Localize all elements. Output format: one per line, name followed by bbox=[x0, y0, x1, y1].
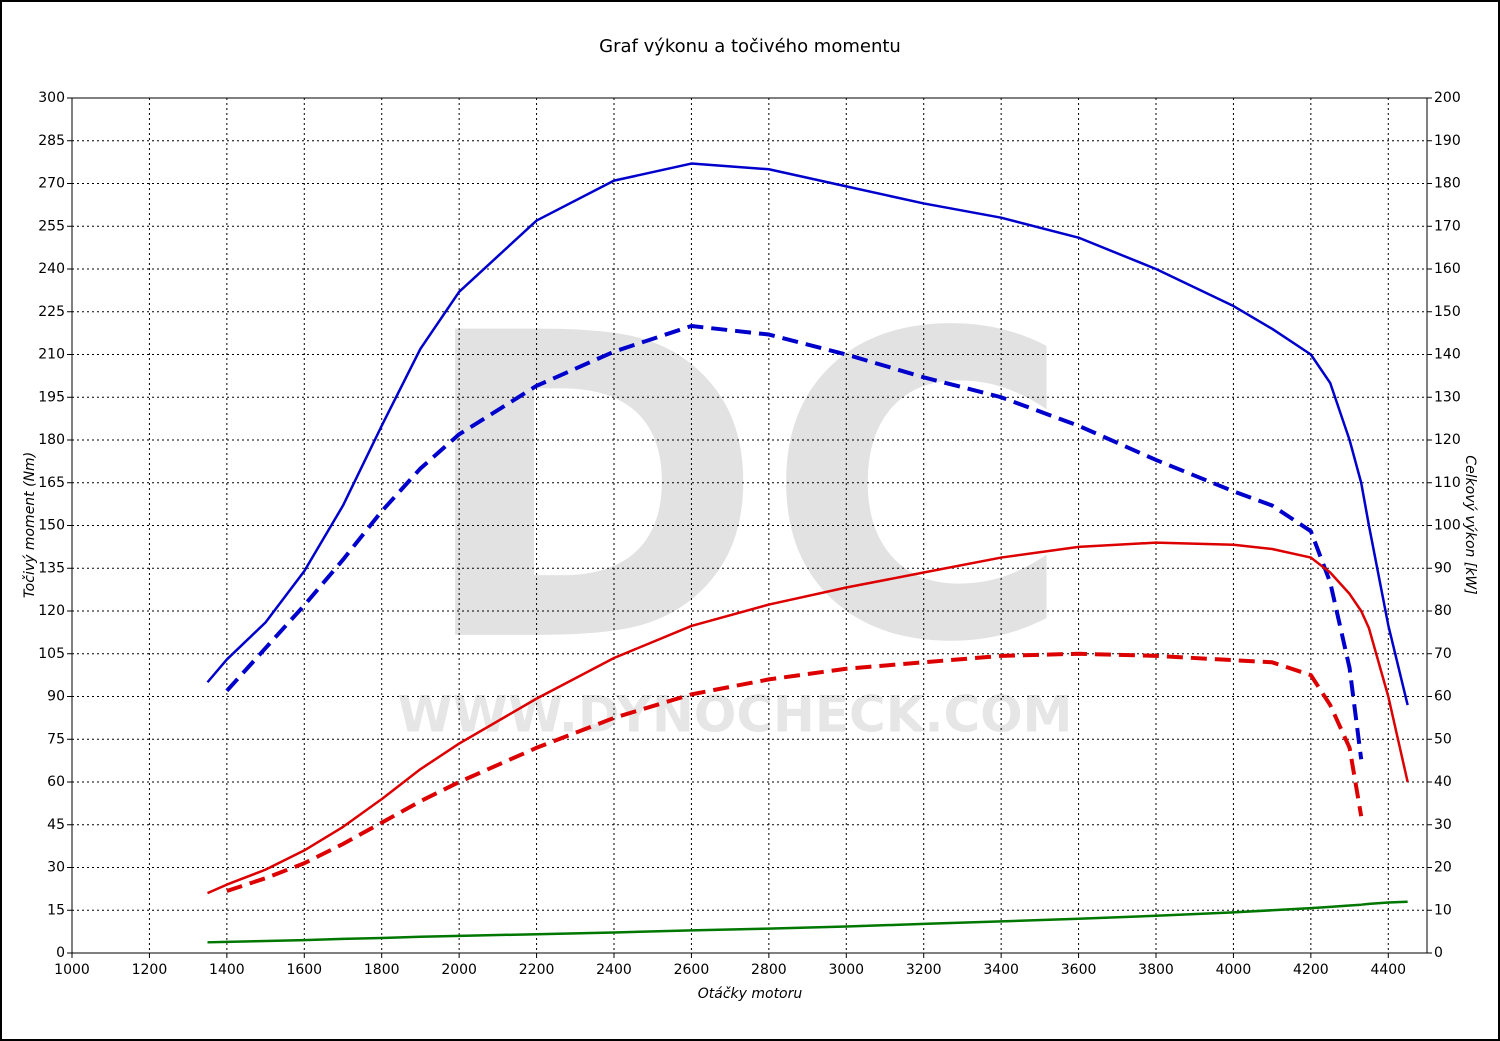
y-tick-label: 300 bbox=[38, 90, 65, 106]
series-line bbox=[207, 900, 1408, 944]
chart-title: Graf výkonu a točivého momentu bbox=[599, 36, 901, 57]
y-tick-label: 210 bbox=[38, 347, 65, 363]
y2-tick-label: 110 bbox=[1434, 475, 1461, 491]
y-tick-label: 135 bbox=[38, 560, 65, 576]
y2-tick-label: 50 bbox=[1434, 731, 1452, 747]
y2-tick-label: 200 bbox=[1434, 90, 1461, 106]
y-tick-label: 225 bbox=[38, 304, 65, 320]
y2-tick-label: 150 bbox=[1434, 304, 1461, 320]
y2-tick-label: 130 bbox=[1434, 389, 1461, 405]
watermark-logo: DC bbox=[417, 246, 1074, 735]
y2-tick-label: 60 bbox=[1434, 689, 1452, 705]
series-line bbox=[206, 541, 1409, 895]
x-tick-label: 1000 bbox=[54, 962, 90, 978]
x-tick-label: 2600 bbox=[674, 962, 710, 978]
y2-tick-label: 170 bbox=[1434, 218, 1461, 234]
x-tick-label: 3400 bbox=[983, 962, 1019, 978]
x-tick-label: 1800 bbox=[364, 962, 400, 978]
y-tick-label: 45 bbox=[47, 817, 65, 833]
x-tick-label: 3200 bbox=[906, 962, 942, 978]
y2-tick-label: 40 bbox=[1434, 774, 1452, 790]
y-tick-label: 60 bbox=[47, 774, 65, 790]
y2-tick-label: 100 bbox=[1434, 518, 1461, 534]
x-tick-label: 2800 bbox=[751, 962, 787, 978]
x-tick-label: 4200 bbox=[1293, 962, 1329, 978]
watermark-url: WWW.DYNOCHECK.COM bbox=[398, 686, 1073, 744]
y-tick-label: 165 bbox=[38, 475, 65, 491]
y-tick-label: 285 bbox=[38, 133, 65, 149]
y2-tick-label: 120 bbox=[1434, 432, 1461, 448]
y-axis-title: Točivý moment (Nm) bbox=[22, 452, 38, 598]
y-tick-label: 75 bbox=[47, 731, 65, 747]
plot-border bbox=[71, 97, 1428, 954]
y2-tick-label: 70 bbox=[1434, 646, 1452, 662]
y-tick-label: 240 bbox=[38, 261, 65, 277]
x-tick-label: 1600 bbox=[286, 962, 322, 978]
y2-tick-label: 80 bbox=[1434, 603, 1452, 619]
x-tick-label: 3000 bbox=[828, 962, 864, 978]
x-tick-label: 3600 bbox=[1061, 962, 1097, 978]
y-tick-label: 0 bbox=[56, 945, 65, 961]
y2-tick-label: 140 bbox=[1434, 347, 1461, 363]
y2-tick-label: 160 bbox=[1434, 261, 1461, 277]
y-tick-label: 270 bbox=[38, 176, 65, 192]
x-tick-label: 1400 bbox=[209, 962, 245, 978]
x-axis-title: Otáčky motoru bbox=[698, 986, 803, 1002]
y-tick-label: 120 bbox=[38, 603, 65, 619]
x-tick-label: 2000 bbox=[441, 962, 477, 978]
x-tick-label: 4000 bbox=[1216, 962, 1252, 978]
y2-tick-label: 10 bbox=[1434, 902, 1452, 918]
x-tick-label: 1200 bbox=[132, 962, 168, 978]
y-tick-label: 150 bbox=[38, 518, 65, 534]
y2-axis-title: Celkový výkon [kW] bbox=[1462, 455, 1478, 594]
x-tick-label: 3800 bbox=[1138, 962, 1174, 978]
y2-tick-label: 90 bbox=[1434, 560, 1452, 576]
y-tick-label: 15 bbox=[47, 902, 65, 918]
y2-tick-label: 180 bbox=[1434, 176, 1461, 192]
y-tick-label: 105 bbox=[38, 646, 65, 662]
series-line bbox=[226, 651, 1364, 893]
y2-tick-label: 20 bbox=[1434, 860, 1452, 876]
x-tick-label: 2400 bbox=[596, 962, 632, 978]
y-tick-label: 90 bbox=[47, 689, 65, 705]
y2-tick-label: 190 bbox=[1434, 133, 1461, 149]
series-line bbox=[225, 324, 1364, 760]
y2-tick-label: 30 bbox=[1434, 817, 1452, 833]
x-tick-label: 4400 bbox=[1370, 962, 1406, 978]
y-tick-label: 195 bbox=[38, 389, 65, 405]
y-tick-label: 255 bbox=[38, 218, 65, 234]
y-tick-label: 180 bbox=[38, 432, 65, 448]
y2-tick-label: 0 bbox=[1434, 945, 1443, 961]
y-tick-label: 30 bbox=[47, 860, 65, 876]
series-line bbox=[206, 162, 1409, 706]
x-tick-label: 2200 bbox=[519, 962, 555, 978]
